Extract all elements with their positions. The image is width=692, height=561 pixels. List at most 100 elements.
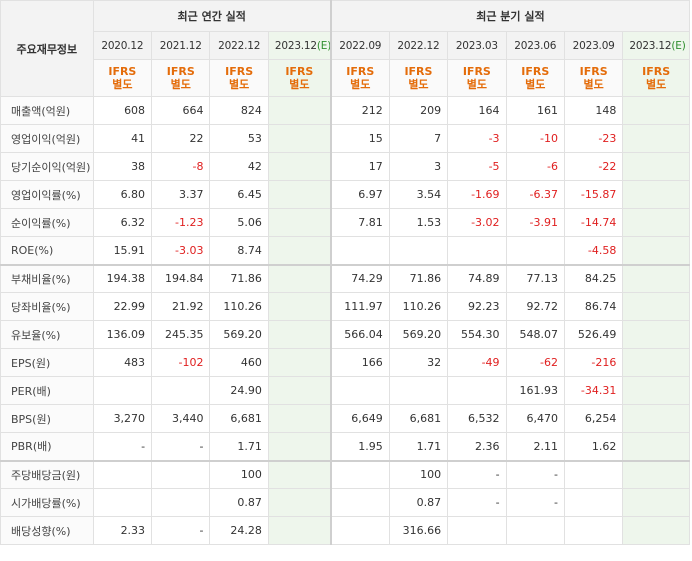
annual-value-cell: 100 (209, 459, 269, 489)
ifrs-basis-label: IFRS 별도 (209, 59, 269, 97)
quarter-value-cell: 100 (388, 459, 449, 489)
table-row: BPS(원) 3,270 3,440 6,681 6,649 6,681 6,532 6,47… (0, 404, 690, 433)
quarter-value-cell (447, 236, 507, 265)
table-row: ROE(%) 15.91 -3.03 8.74 -4.58 (0, 236, 690, 265)
quarter-value-cell (622, 376, 690, 405)
quarter-value-cell: 3.54 (388, 180, 449, 209)
table-row: 주당배당금(원) 100 100- - (0, 459, 690, 489)
ifrs-basis-label: IFRS 별도 (151, 59, 211, 97)
annual-value-cell (267, 376, 332, 405)
annual-value-cell (151, 459, 211, 489)
quarter-value-cell (622, 236, 690, 265)
annual-value-cell: 1.71 (209, 432, 269, 461)
annual-value-cell (267, 292, 332, 321)
annual-value-cell: 483 (92, 348, 153, 377)
quarter-value-cell: 7.81 (329, 208, 390, 237)
quarter-value-cell: 17 (329, 152, 390, 181)
annual-value-cell (92, 376, 153, 405)
quarter-value-cell (622, 124, 690, 153)
quarter-value-cell: -3 (447, 124, 507, 153)
quarter-value-cell: 1.53 (388, 208, 449, 237)
separate-basis-text: 별도 (229, 78, 250, 91)
quarter-value-cell: - (447, 488, 507, 517)
financial-summary-table: 주요재무정보 최근 연간 실적 최근 분기 실적 2020.12 2021.12… (0, 0, 690, 545)
ifrs-text: IFRS (579, 65, 608, 78)
ifrs-text: IFRS (346, 65, 375, 78)
row-label: 영업이익률(%) (0, 180, 94, 209)
quarter-value-cell: -10 (505, 124, 565, 153)
period-header: 2023.09 (563, 31, 624, 60)
quarter-value-cell (622, 488, 690, 517)
quarter-value-cell: -49 (447, 348, 507, 377)
period-header-estimate: 2023.12(E) (622, 31, 690, 60)
quarter-value-cell: 0.87 (388, 488, 449, 517)
annual-value-cell: 6.32 (92, 208, 153, 237)
annual-value-cell: 8.74 (209, 236, 269, 265)
annual-value-cell: 5.06 (209, 208, 269, 237)
row-label: 배당성향(%) (0, 516, 94, 545)
table-row: 순이익률(%) 6.32 -1.23 5.06 7.81 1.53 -3.02 -3.91 -1… (0, 208, 690, 237)
ifrs-basis-label: IFRS 별도 (267, 59, 332, 97)
annual-value-cell (92, 488, 153, 517)
quarter-value-cell (563, 459, 624, 489)
annual-value-cell: 15.91 (92, 236, 153, 265)
estimate-mark: (E) (671, 39, 686, 52)
quarter-value-cell: 209 (388, 96, 449, 125)
quarter-value-cell (622, 180, 690, 209)
quarter-value-cell (505, 516, 565, 545)
quarter-value-cell: 316.66 (388, 516, 449, 545)
table-row: 영업이익률(%) 6.80 3.37 6.45 6.97 3.54 -1.69 -6.37 -1… (0, 180, 690, 209)
quarter-value-cell (622, 348, 690, 377)
quarter-value-cell (563, 516, 624, 545)
period-header-estimate: 2023.12(E) (267, 31, 332, 60)
annual-value-cell: 24.90 (209, 376, 269, 405)
ifrs-basis-label: IFRS 별도 (388, 59, 449, 97)
annual-value-cell (267, 208, 332, 237)
quarter-value-cell: 548.07 (505, 320, 565, 349)
separate-basis-text: 별도 (646, 78, 667, 91)
annual-value-cell: - (92, 432, 153, 461)
period-header: 2021.12 (151, 31, 211, 60)
quarter-value-cell: -14.74 (563, 208, 624, 237)
separate-basis-text: 별도 (170, 78, 191, 91)
row-label: EPS(원) (0, 348, 94, 377)
quarter-value-cell (388, 236, 449, 265)
quarter-value-cell: 566.04 (329, 320, 390, 349)
annual-value-cell: 42 (209, 152, 269, 181)
quarter-value-cell (622, 432, 690, 461)
quarter-value-cell: 92.72 (505, 292, 565, 321)
quarter-value-cell (622, 320, 690, 349)
quarter-value-cell: 74.29 (329, 263, 390, 293)
period-header: 2023.06 (505, 31, 565, 60)
annual-value-cell (267, 432, 332, 461)
row-label: 시가배당률(%) (0, 488, 94, 517)
row-label: BPS(원) (0, 404, 94, 433)
row-label: 유보율(%) (0, 320, 94, 349)
annual-value-cell: 3.37 (151, 180, 211, 209)
ifrs-basis-label: IFRS 별도 (329, 59, 390, 97)
annual-value-cell: 71.86 (209, 263, 269, 293)
annual-value-cell (267, 404, 332, 433)
quarter-value-cell: -22 (563, 152, 624, 181)
annual-value-cell: -1.23 (151, 208, 211, 237)
annual-value-cell: 21.92 (151, 292, 211, 321)
annual-value-cell (267, 459, 332, 489)
annual-value-cell: 194.38 (92, 263, 153, 293)
quarter-value-cell (622, 459, 690, 489)
row-label: 영업이익(억원) (0, 124, 94, 153)
quarter-value-cell (329, 236, 390, 265)
quarter-value-cell: -23 (563, 124, 624, 153)
annual-value-cell: 41 (92, 124, 153, 153)
separate-basis-text: 별도 (466, 78, 487, 91)
table-row: 당좌비율(%) 22.99 21.92 110.26 111.97 110.26 92.23… (0, 292, 690, 321)
table-row: PER(배) 24.90 161.93 -34.31 (0, 376, 690, 405)
quarter-value-cell (329, 488, 390, 517)
quarter-section-title: 최근 분기 실적 (329, 0, 690, 32)
quarter-value-cell: -6.37 (505, 180, 565, 209)
quarter-value-cell: 2.36 (447, 432, 507, 461)
label-column-header: 주요재무정보 (0, 0, 94, 97)
annual-value-cell: -3.03 (151, 236, 211, 265)
quarter-value-cell (329, 376, 390, 405)
row-label: PBR(배) (0, 432, 94, 461)
quarter-value-cell: -6 (505, 152, 565, 181)
